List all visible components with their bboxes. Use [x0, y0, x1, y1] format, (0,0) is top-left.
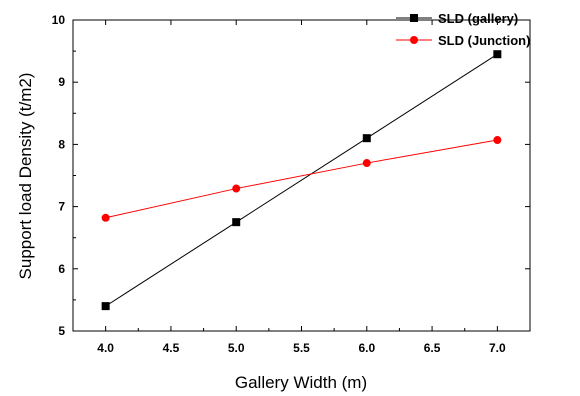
legend-marker	[410, 36, 418, 44]
legend-label: SLD (gallery)	[438, 11, 518, 26]
x-tick-label: 7.0	[489, 341, 506, 355]
x-tick-label: 6.0	[358, 341, 375, 355]
series-line	[105, 139, 498, 219]
legend-label: SLD (Junction)	[438, 33, 530, 48]
y-tick-label: 6	[58, 262, 65, 276]
y-tick-label: 8	[58, 137, 65, 151]
legend-item: SLD (Junction)	[396, 33, 530, 48]
y-axis-ticks: 5 6 7 8 9 10	[52, 13, 530, 338]
y-tick-label: 7	[58, 200, 65, 214]
y-tick-label: 5	[58, 324, 65, 338]
x-tick-label: 5.5	[293, 341, 310, 355]
data-point	[232, 184, 241, 193]
data-point	[232, 218, 241, 227]
series-layer	[101, 50, 502, 311]
data-point	[362, 134, 371, 143]
x-tick-label: 4.0	[97, 341, 114, 355]
x-axis-ticks: 4.0 4.5 5.0 5.5 6.0 6.5 7.0	[97, 20, 506, 355]
data-point	[101, 213, 110, 222]
y-tick-label: 9	[58, 75, 65, 89]
x-tick-label: 4.5	[163, 341, 180, 355]
data-point	[493, 136, 502, 145]
data-point	[362, 159, 371, 168]
series-1	[101, 50, 502, 311]
x-tick-label: 5.0	[228, 341, 245, 355]
data-point	[101, 302, 110, 311]
data-point	[493, 50, 502, 59]
series-2	[101, 136, 502, 222]
legend-marker	[410, 14, 418, 22]
x-axis-title: Gallery Width (m)	[235, 373, 367, 392]
y-axis-title: Support load Density (t/m2)	[16, 73, 35, 280]
x-tick-label: 6.5	[424, 341, 441, 355]
y-tick-label: 10	[52, 13, 66, 27]
legend: SLD (gallery) SLD (Junction)	[396, 11, 530, 48]
series-line	[105, 53, 498, 307]
legend-item: SLD (gallery)	[396, 11, 518, 26]
